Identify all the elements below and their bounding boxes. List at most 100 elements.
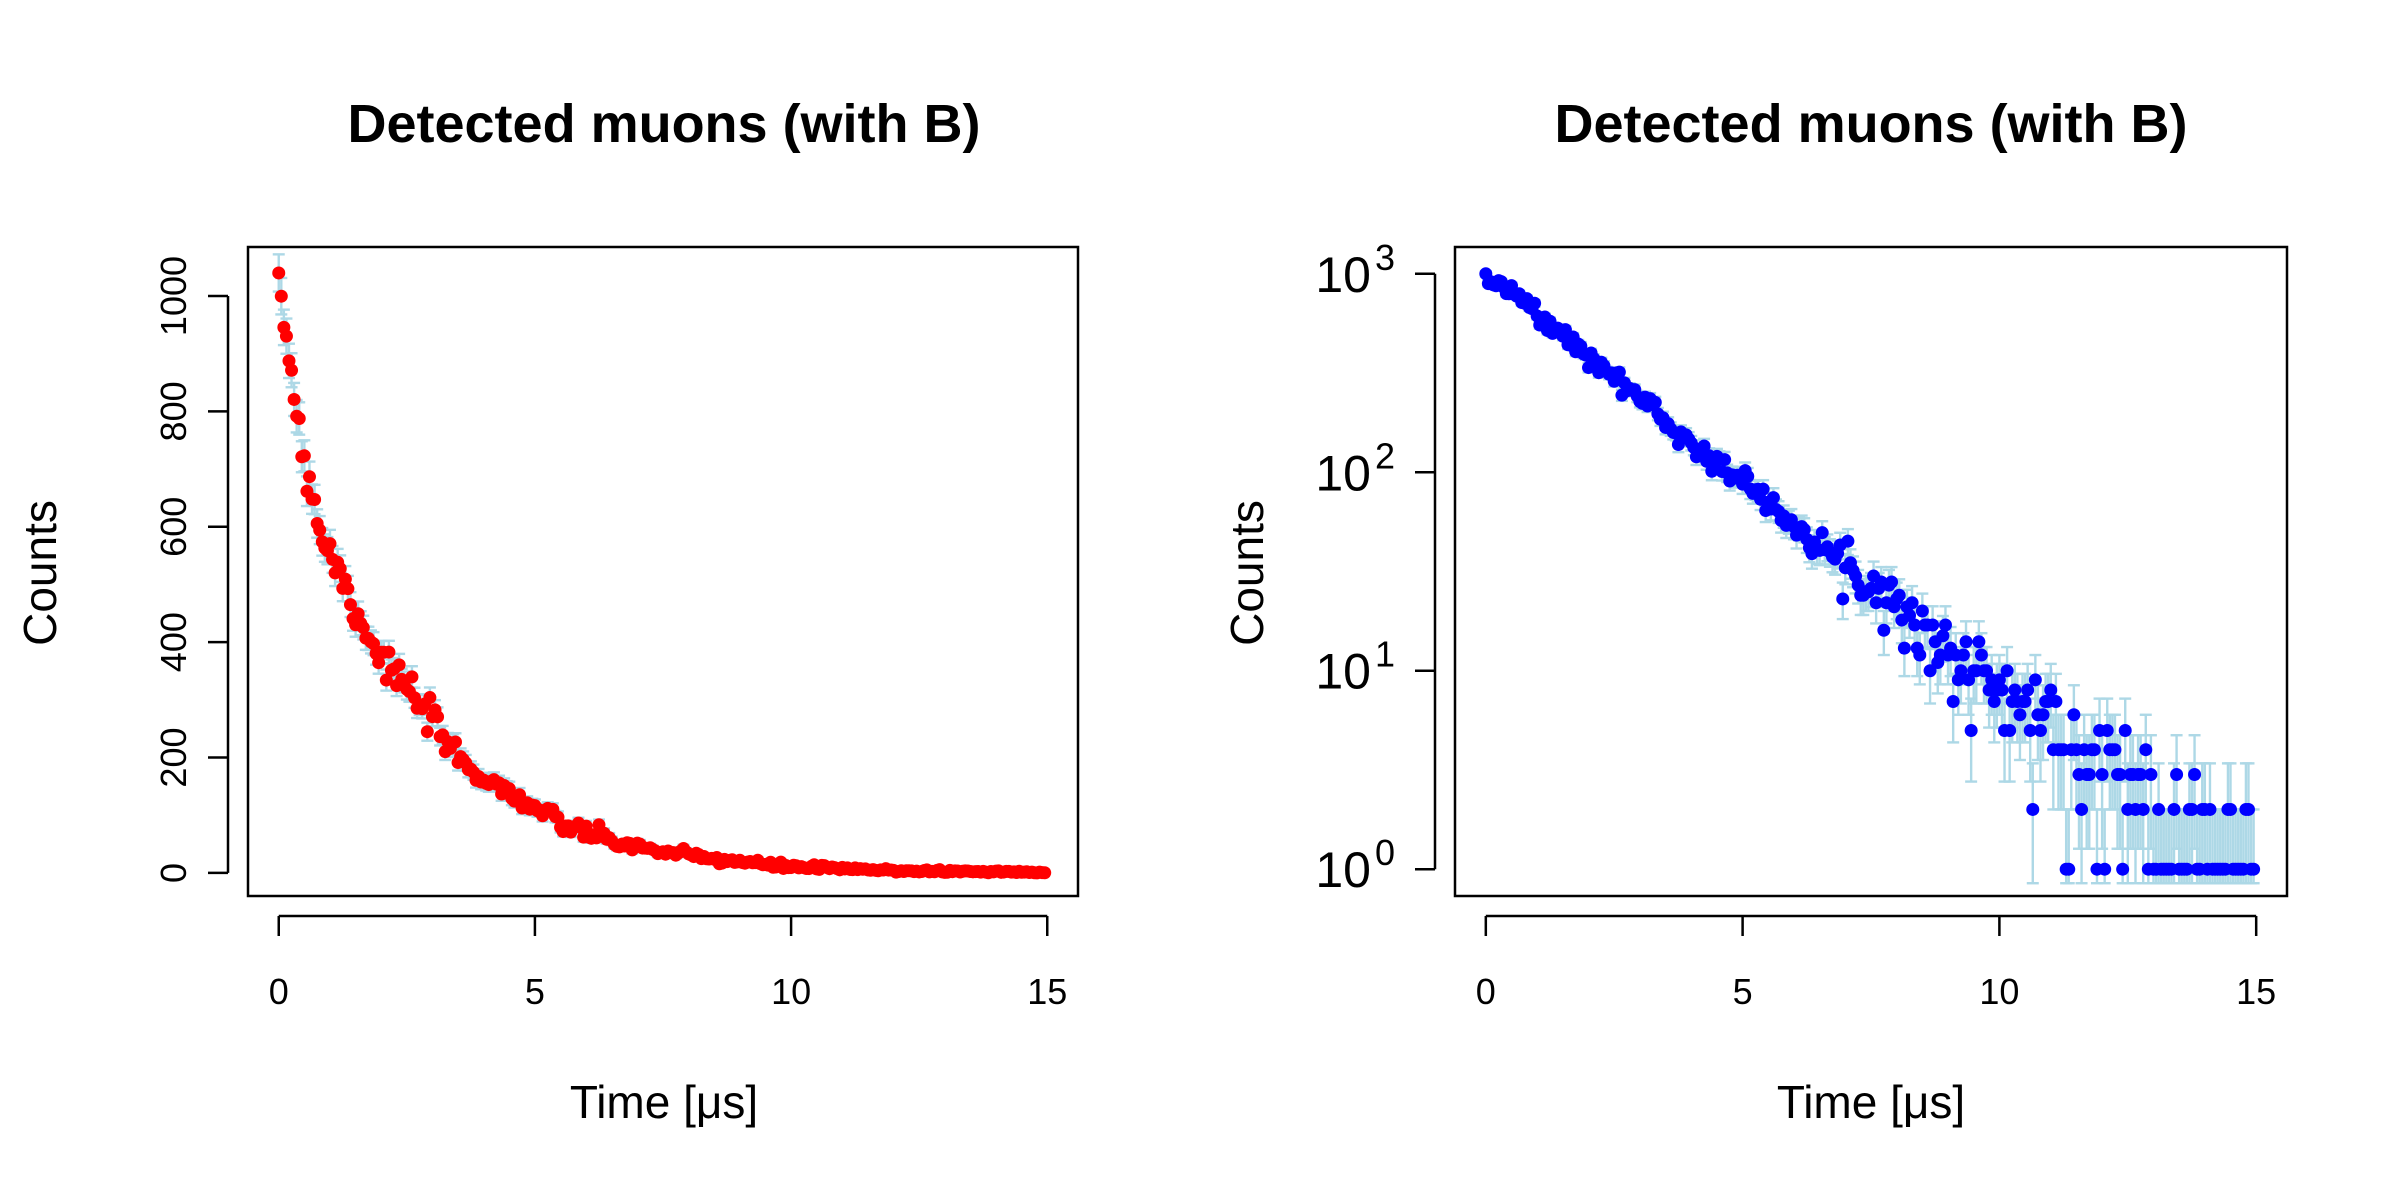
y-axis-title: Counts [1221,500,1273,646]
data-point [2139,743,2153,757]
y-tick-exponent: 0 [1375,832,1395,873]
data-point [1974,648,1988,662]
data-point [1892,588,1906,602]
data-point [1987,694,2001,708]
data-point [2203,802,2217,816]
data-point [287,392,301,406]
data-point [2185,802,2199,816]
x-tick-label: 15 [2236,971,2276,1012]
data-point [341,582,355,596]
data-point [420,725,434,739]
data-point [323,537,337,551]
data-point [2000,664,2014,678]
data-point [1815,526,1829,540]
plot-frame [1453,245,2289,898]
data-point [1877,623,1891,637]
data-point [2118,723,2132,737]
data-point [392,658,406,672]
y-tick-label: 0 [153,863,194,883]
data-point [2098,862,2112,876]
data-point [2224,802,2238,816]
data-point [1038,866,1052,880]
data-point [1528,296,1542,310]
data-point [551,810,565,824]
data-point [502,782,516,796]
data-point [2100,723,2114,737]
data-point [2167,802,2181,816]
data-point [367,637,381,651]
data-point [1964,723,1978,737]
data-point [2247,862,2261,876]
data-point [372,656,386,670]
data-point [2075,802,2089,816]
data-point [382,645,396,659]
data-point [272,266,286,280]
x-axis: 0 5 10 15 [269,914,1067,1012]
data-point [1766,491,1780,505]
data-point [1936,629,1950,643]
data-point [2136,802,2150,816]
x-axis-title: Time [μs] [1777,1076,1965,1128]
panel-title: Detected muons (with B) [347,94,980,154]
data-point [2036,708,2050,722]
y-tick-label: 10 [1315,247,1371,303]
data-point [1923,664,1937,678]
data-point [1741,469,1755,483]
data-point [579,819,593,833]
data-point [2134,768,2148,782]
data-point [2113,768,2127,782]
data-point [2152,802,2166,816]
data-point [1697,439,1711,453]
data-point [2018,694,2032,708]
data-point [1959,635,1973,649]
y-tick-label: 10 [1315,842,1371,898]
data-point [405,670,419,684]
data-point [2170,768,2184,782]
x-tick-label: 10 [771,971,811,1012]
data-point [2067,708,2081,722]
data-point [1612,365,1626,379]
y-tick-label: 600 [153,497,194,557]
data-point [1938,618,1952,632]
y-tick-label: 10 [1315,644,1371,700]
y-tick-label: 1000 [153,256,194,336]
data-point [297,449,311,463]
data-point [274,289,288,303]
data-point [2023,723,2037,737]
data-point [2033,723,2047,737]
data-point [313,523,327,537]
data-point [2116,862,2130,876]
data-points [1479,267,2261,876]
data-point [2026,802,2040,816]
data-point [2082,768,2096,782]
data-point [2049,694,2063,708]
data-point [1905,596,1919,610]
data-point [1915,604,1929,618]
data-point [1995,683,2009,697]
data-point [2013,708,2027,722]
data-point [1954,664,1968,678]
y-tick-exponent: 2 [1375,435,1395,476]
data-point [2087,743,2101,757]
plot-frame [246,245,1080,898]
data-point [308,493,322,507]
data-point [2021,683,2035,697]
data-point [2044,683,2058,697]
data-point [1992,673,2006,687]
data-point [2095,768,2109,782]
data-point [1718,453,1732,467]
data-point [2008,683,2022,697]
data-point [379,673,393,687]
data-point [356,621,370,635]
data-point [2188,768,2202,782]
data-point [1885,575,1899,589]
data-point [292,411,306,425]
data-point [1972,635,1986,649]
data-point [302,470,316,484]
data-point [343,598,357,612]
data-point [431,710,445,724]
data-point [1926,618,1940,632]
panel-title: Detected muons (with B) [1554,94,2187,154]
data-point [2003,723,2017,737]
